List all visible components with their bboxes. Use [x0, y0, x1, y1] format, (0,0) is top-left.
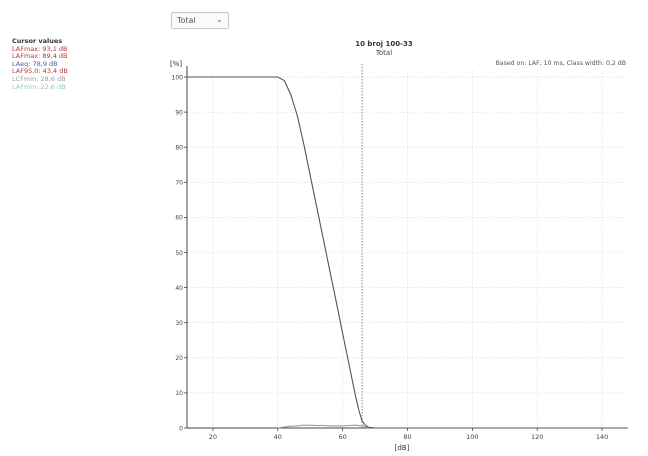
- y-axis-label: [%]: [170, 60, 182, 68]
- x-axis-label: [dB]: [395, 444, 410, 452]
- x-tick-label: 80: [403, 433, 411, 441]
- chart-note: Based on: LAF, 10 ms, Class width: 0,2 d…: [496, 60, 626, 67]
- x-tick-label: 60: [339, 433, 347, 441]
- y-tick-label: 10: [175, 390, 183, 397]
- y-tick-label: 80: [175, 145, 183, 152]
- y-tick-label: 20: [175, 355, 183, 362]
- cursor-value-item: LCFmin: 28,6 dB: [12, 74, 66, 83]
- view-select-value: Total: [177, 16, 196, 25]
- series-line: [187, 76, 628, 429]
- cursor-value-item: LAFmax: 93,1 dB: [12, 44, 68, 53]
- cursor-value-item: LAFmax: 89,4 dB: [12, 52, 68, 61]
- cursor-values-list: LAFmax: 93,1 dB LAFmax: 89,4 dB LAeq: 78,9…: [12, 44, 162, 92]
- y-tick-label: 30: [175, 320, 183, 327]
- x-tick-label: 20: [209, 433, 217, 441]
- chart-subtitle: Total: [375, 49, 392, 57]
- x-tick-label: 100: [466, 433, 478, 441]
- cursor-values-panel: Cursor values LAFmax: 93,1 dB LAFmax: 89,…: [12, 37, 162, 92]
- x-tick-label: 140: [596, 433, 608, 441]
- cursor-value-item: LAFmin: 22,6 dB: [12, 82, 66, 91]
- chart-ticks: 0 10 20 30 40 50 60 70 80 90 100 20 40 60 80 100 120 140: [172, 74, 609, 441]
- y-tick-label: 60: [175, 215, 183, 222]
- cursor-values-title: Cursor values: [12, 37, 63, 45]
- y-tick-label: 100: [172, 74, 184, 81]
- series-line: [277, 424, 369, 429]
- cursor-value-item: LAeq: 78,9 dB: [12, 59, 58, 68]
- chart-title: 10 broj 100-33: [355, 40, 413, 48]
- view-select[interactable]: Total ⌄: [171, 12, 229, 29]
- chart-grid: [187, 70, 628, 429]
- y-tick-label: 0: [179, 425, 183, 432]
- x-tick-label: 120: [531, 433, 543, 441]
- y-tick-label: 50: [175, 250, 183, 257]
- chevron-down-icon: ⌄: [216, 15, 223, 24]
- y-tick-label: 90: [175, 109, 183, 116]
- y-tick-label: 70: [175, 180, 183, 187]
- y-tick-label: 40: [175, 285, 183, 292]
- chart-series: [187, 64, 628, 429]
- cursor-value-item: LAF95,0: 43,4 dB: [12, 67, 68, 76]
- x-tick-label: 40: [274, 433, 282, 441]
